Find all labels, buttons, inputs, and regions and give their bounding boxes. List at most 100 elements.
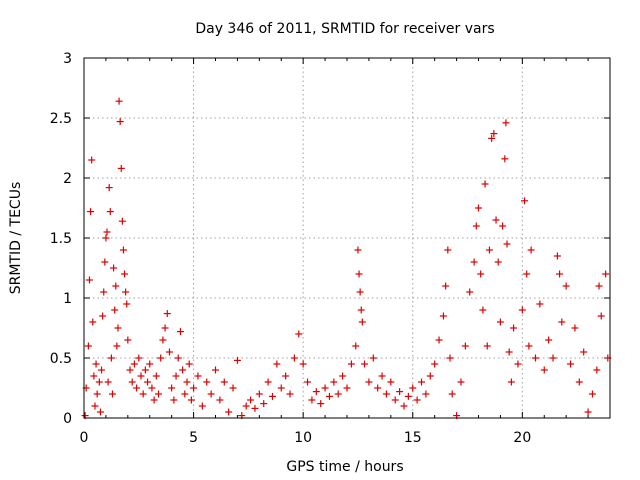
- data-point: [172, 372, 180, 380]
- data-point: [264, 378, 272, 386]
- data-point: [107, 354, 115, 362]
- data-point: [89, 318, 97, 326]
- data-point: [185, 360, 193, 368]
- data-point: [91, 402, 99, 410]
- data-point: [503, 240, 511, 248]
- data-point: [229, 384, 237, 392]
- data-point: [212, 366, 219, 374]
- data-point: [133, 384, 141, 392]
- data-point: [95, 378, 103, 386]
- data-point: [404, 392, 412, 400]
- data-point: [115, 97, 123, 105]
- data-point: [251, 404, 259, 412]
- data-point: [496, 318, 504, 326]
- data-point: [567, 360, 575, 368]
- data-point: [277, 384, 285, 392]
- data-point: [312, 388, 320, 396]
- data-point: [203, 378, 211, 386]
- axis-ticks: [83, 57, 611, 419]
- data-point: [510, 324, 518, 332]
- data-point: [409, 384, 417, 392]
- y-tick-label: 3: [63, 51, 72, 67]
- data-point: [580, 348, 588, 356]
- data-point: [553, 252, 561, 260]
- data-point: [190, 384, 198, 392]
- x-tick-labels: 0 5 10 15 20: [80, 430, 532, 446]
- data-point: [472, 222, 480, 230]
- data-point: [418, 378, 426, 386]
- data-point: [113, 342, 121, 350]
- data-point: [93, 390, 101, 398]
- data-point: [347, 360, 355, 368]
- y-tick-label: 2.5: [50, 111, 72, 127]
- data-point: [100, 288, 108, 296]
- data-point: [422, 390, 430, 398]
- data-point: [442, 282, 450, 290]
- data-point: [481, 180, 489, 188]
- x-axis-label: GPS time / hours: [286, 459, 403, 475]
- data-point: [334, 390, 342, 398]
- data-point: [139, 390, 147, 398]
- data-point: [168, 384, 176, 392]
- data-point: [485, 246, 493, 254]
- data-point: [90, 372, 98, 380]
- data-point: [119, 246, 127, 254]
- data-point: [387, 378, 395, 386]
- data-point: [321, 384, 329, 392]
- data-point: [179, 366, 187, 374]
- data-point: [400, 402, 408, 410]
- data-point: [556, 270, 564, 278]
- data-point: [457, 378, 465, 386]
- y-axis-label: SRMTID / TECUs: [8, 182, 24, 295]
- x-tick-label: 15: [404, 430, 422, 446]
- data-point: [352, 342, 360, 350]
- data-point: [111, 306, 119, 314]
- data-point: [358, 318, 366, 326]
- data-point: [242, 402, 250, 410]
- data-point: [602, 270, 610, 278]
- data-point: [110, 264, 118, 272]
- data-point: [130, 360, 138, 368]
- data-point: [290, 354, 298, 362]
- data-point: [448, 390, 456, 398]
- data-point: [84, 342, 92, 350]
- data-point: [365, 378, 373, 386]
- data-point: [163, 310, 171, 318]
- data-point: [339, 372, 347, 380]
- data-point: [584, 408, 592, 416]
- data-point: [354, 246, 362, 254]
- data-point: [146, 360, 154, 368]
- data-point: [108, 390, 116, 398]
- data-point: [382, 390, 390, 398]
- data-point: [123, 300, 131, 308]
- data-point: [255, 390, 263, 398]
- data-point: [391, 396, 399, 404]
- data-point: [282, 372, 290, 380]
- data-point: [536, 300, 544, 308]
- data-point: [595, 282, 603, 290]
- data-point: [161, 324, 169, 332]
- data-point: [426, 372, 434, 380]
- x-tick-label: 20: [513, 430, 531, 446]
- y-tick-label: 0.5: [50, 351, 72, 367]
- data-point: [286, 390, 294, 398]
- data-point: [361, 360, 369, 368]
- data-point: [194, 372, 202, 380]
- data-point: [152, 372, 160, 380]
- data-point: [490, 130, 498, 138]
- grid-lines: [84, 58, 610, 418]
- data-point: [174, 354, 182, 362]
- data-point: [527, 246, 535, 254]
- y-tick-label: 1: [63, 291, 72, 307]
- data-point: [369, 354, 377, 362]
- data-point: [99, 312, 107, 320]
- data-point: [273, 360, 281, 368]
- data-point: [159, 336, 167, 344]
- data-point: [308, 396, 316, 404]
- data-point: [85, 276, 93, 284]
- data-point: [268, 392, 276, 400]
- data-point: [144, 378, 152, 386]
- data-point: [558, 318, 566, 326]
- data-point: [374, 384, 382, 392]
- data-point: [545, 336, 553, 344]
